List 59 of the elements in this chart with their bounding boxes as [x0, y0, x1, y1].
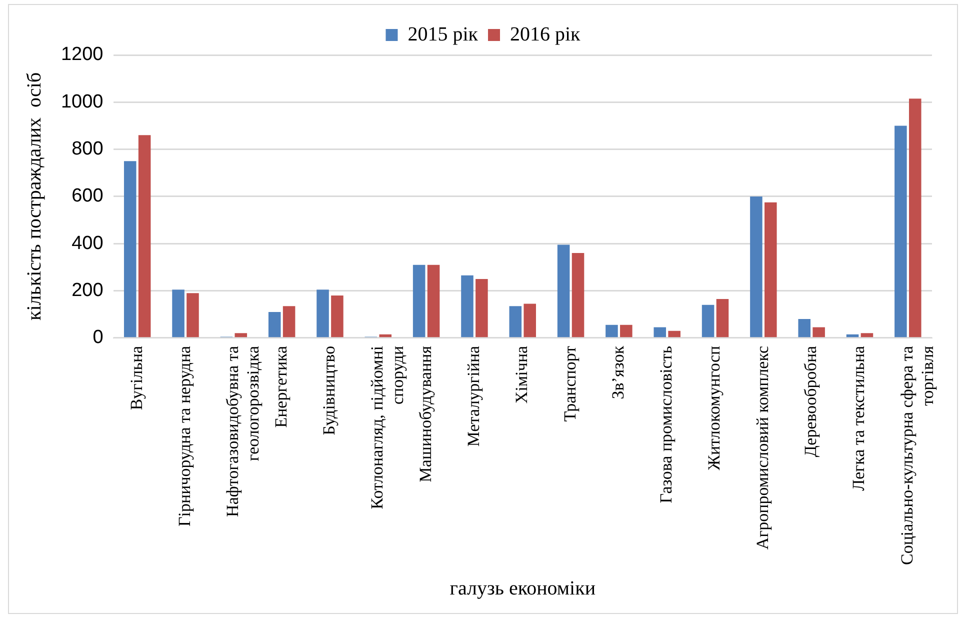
- bar: [908, 98, 922, 338]
- bar: [186, 293, 199, 338]
- bar: [620, 324, 632, 338]
- x-tick-label: Будівництво: [319, 346, 338, 436]
- x-tick-label: Житлокомунгосп: [704, 346, 724, 470]
- x-tick-label: Котлонагляд, підйомні споруди: [368, 346, 408, 510]
- bar: [654, 327, 666, 338]
- y-tick-label: 400: [72, 232, 104, 254]
- bar: [427, 264, 440, 338]
- bar: [860, 333, 874, 338]
- bar: [557, 244, 570, 338]
- y-tick-label: 200: [72, 280, 104, 301]
- x-tick-label: Нафтогазовидобувна та геологорозвідка: [223, 345, 263, 517]
- x-tick-label: Машинобудування: [416, 346, 435, 482]
- bar: [268, 312, 281, 338]
- bar: [461, 275, 474, 338]
- bar: [702, 304, 714, 338]
- bar: [524, 304, 536, 338]
- bar: [572, 253, 584, 338]
- bar: [476, 278, 488, 338]
- bar: [812, 327, 825, 338]
- x-tick-label: Легка та текстильна: [849, 345, 868, 491]
- x-tick-label: Металургійна: [464, 345, 483, 447]
- bar: [606, 324, 618, 338]
- x-tick-label: Транспорт: [560, 345, 580, 422]
- bar: [894, 126, 907, 338]
- bar: [172, 290, 184, 338]
- bar: [412, 264, 426, 338]
- bar: [750, 196, 762, 338]
- bar: [798, 319, 811, 338]
- y-tick-label: 600: [72, 186, 104, 207]
- x-tick-label: Вугільна: [126, 345, 146, 410]
- y-tick-label: 800: [72, 138, 104, 160]
- x-tick-label: Гірничорудна та нерудна: [174, 345, 194, 527]
- bar: [509, 306, 522, 338]
- x-tick-label: Енергетика: [271, 345, 290, 428]
- bar: [331, 295, 344, 338]
- y-tick-label: 1200: [60, 44, 104, 66]
- y-tick-label: 0: [92, 327, 104, 348]
- y-axis-title: кількість постраждалих осіб: [23, 72, 46, 321]
- x-tick-label: Зв’язок: [608, 345, 628, 400]
- legend-label: 2016 рік: [510, 23, 581, 46]
- bar: [234, 333, 248, 338]
- bar: [316, 290, 329, 338]
- y-tick-label: 1000: [60, 91, 104, 112]
- x-axis-title: галузь економіки: [450, 577, 596, 600]
- bar: [668, 330, 680, 338]
- bar: [764, 202, 777, 338]
- x-tick-label: Газова промисловість: [656, 346, 676, 504]
- bar: [138, 135, 151, 338]
- x-tick-label: Агропромисловий комплекс: [752, 345, 772, 550]
- legend-label: 2015 рік: [408, 23, 478, 46]
- bar: [124, 161, 136, 338]
- bar: [716, 299, 729, 338]
- x-tick-label: Хімічна: [512, 345, 532, 404]
- x-tick-label: Соціально-культурна сфера та торгівля: [897, 345, 937, 566]
- bar: [282, 306, 296, 338]
- x-tick-label: Деревообробна: [801, 345, 820, 458]
- bar: [379, 334, 392, 338]
